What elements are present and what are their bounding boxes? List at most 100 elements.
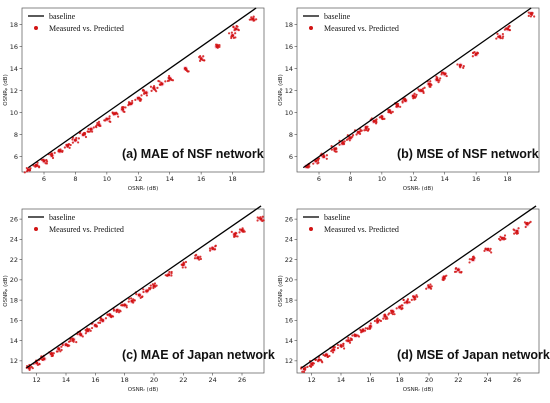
panel-caption: (c) MAE of Japan network xyxy=(122,348,275,362)
y-tick-label: 14 xyxy=(10,65,18,73)
scatter-point xyxy=(139,97,142,100)
scatter-point xyxy=(112,309,116,312)
scatter-point xyxy=(156,86,159,89)
scatter-point xyxy=(503,234,507,237)
scatter-point xyxy=(208,249,212,252)
scatter-point xyxy=(437,81,440,84)
scatter-point xyxy=(383,313,387,316)
scatter-point xyxy=(401,101,404,104)
legend: baseline Measured vs. Predicted xyxy=(28,213,124,234)
scatter-point xyxy=(331,351,335,354)
scatter-point xyxy=(75,340,78,344)
scatter-point xyxy=(74,139,77,142)
scatter-point xyxy=(366,129,370,132)
scatter-point xyxy=(408,301,411,304)
scatter-point xyxy=(150,89,153,93)
scatter-point xyxy=(109,120,112,123)
scatter-point xyxy=(170,274,173,277)
scatter-point xyxy=(42,158,45,161)
scatter-point xyxy=(343,347,346,350)
scatter-point xyxy=(483,249,486,252)
scatter-point xyxy=(131,101,134,105)
scatter-point xyxy=(395,105,398,108)
scatter-point xyxy=(75,136,78,140)
x-tick-label: 12 xyxy=(134,175,142,183)
scatter-point xyxy=(353,333,356,336)
scatter-point xyxy=(121,106,124,109)
scatter-point xyxy=(71,138,74,141)
scatter-point xyxy=(400,307,404,310)
x-tick-label: 14 xyxy=(337,376,345,384)
scatter-point xyxy=(454,267,457,270)
scatter-point xyxy=(403,301,406,304)
scatter-point xyxy=(131,99,134,103)
scatter-point xyxy=(68,146,71,149)
scatter-point xyxy=(403,97,407,100)
legend-baseline-label: baseline xyxy=(49,213,76,222)
y-tick-label: 12 xyxy=(285,87,293,95)
scatter-point xyxy=(389,111,392,114)
x-tick-label: 16 xyxy=(472,175,480,183)
scatter-point xyxy=(103,119,107,122)
scatter-point xyxy=(411,295,415,298)
scatter-point xyxy=(373,319,376,323)
legend-scatter-label: Measured vs. Predicted xyxy=(49,24,124,33)
scatter-point xyxy=(501,35,505,38)
scatter-point xyxy=(152,86,155,89)
plot-frame xyxy=(296,7,540,173)
scatter-point xyxy=(513,232,516,235)
scatter-point xyxy=(443,277,446,280)
scatter-series xyxy=(25,215,265,371)
scatter-point xyxy=(135,293,138,296)
x-tick-label: 14 xyxy=(62,376,70,384)
scatter-point xyxy=(53,151,56,154)
scatter-point xyxy=(236,28,239,31)
y-tick-label: 16 xyxy=(10,317,18,325)
scatter-point xyxy=(23,171,26,174)
scatter-point xyxy=(489,247,492,250)
scatter-point xyxy=(155,90,158,93)
y-tick-label: 12 xyxy=(285,357,293,365)
scatter-point xyxy=(345,339,348,342)
y-tick-label: 20 xyxy=(285,276,293,284)
scatter-point xyxy=(456,268,460,272)
scatter-point xyxy=(236,25,239,28)
scatter-point xyxy=(325,157,328,160)
scatter-point xyxy=(410,298,413,301)
scatter-point xyxy=(87,127,90,131)
scatter-point xyxy=(473,256,476,260)
scatter-point xyxy=(378,116,381,119)
scatter-point xyxy=(69,340,72,343)
scatter-point xyxy=(490,251,493,254)
scatter-point xyxy=(316,360,320,363)
scatter-point xyxy=(308,165,311,168)
scatter-point xyxy=(529,15,532,18)
panel-caption: (d) MSE of Japan network xyxy=(397,348,550,362)
panel-caption: (a) MAE of NSF network xyxy=(122,147,264,161)
scatter-point xyxy=(197,55,201,59)
scatter-point xyxy=(80,334,83,337)
scatter-point xyxy=(393,313,396,316)
scatter-point xyxy=(55,350,58,353)
scatter-point xyxy=(71,337,74,340)
scatter-point xyxy=(235,232,238,235)
scatter-point xyxy=(232,36,236,40)
scatter-point xyxy=(429,80,432,83)
scatter-point xyxy=(429,85,432,88)
y-tick-label: 18 xyxy=(285,21,293,29)
scatter-point xyxy=(256,216,259,219)
scatter-point xyxy=(144,91,148,95)
scatter-point xyxy=(326,355,329,359)
y-tick-label: 20 xyxy=(10,276,18,284)
scatter-point xyxy=(51,156,55,160)
scatter-point xyxy=(232,25,235,28)
scatter-point xyxy=(110,316,113,319)
scatter-point xyxy=(347,336,350,339)
scatter-point xyxy=(86,327,89,330)
scatter-point xyxy=(359,130,362,133)
scatter-point xyxy=(443,275,446,278)
scatter-point xyxy=(28,169,31,172)
scatter-point xyxy=(132,298,135,301)
scatter-point xyxy=(159,83,162,86)
y-tick-label: 16 xyxy=(10,43,18,51)
